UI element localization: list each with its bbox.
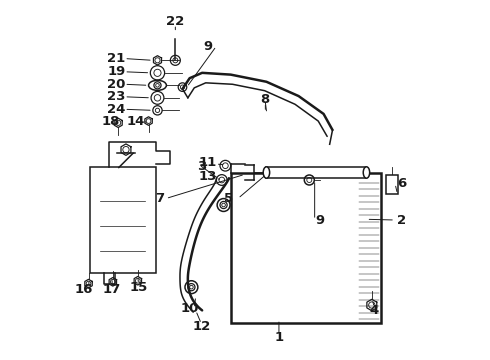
Text: 24: 24 (107, 103, 125, 116)
Ellipse shape (263, 167, 270, 178)
Text: 22: 22 (166, 14, 184, 27)
Bar (386, 175, 397, 194)
Text: 10: 10 (180, 302, 199, 315)
Text: 21: 21 (107, 52, 125, 65)
Text: 4: 4 (369, 304, 379, 317)
Text: 14: 14 (127, 114, 145, 127)
Text: 8: 8 (260, 93, 270, 106)
Bar (90, 167, 156, 273)
Text: 9: 9 (316, 213, 324, 226)
Text: 5: 5 (224, 192, 234, 205)
Text: 13: 13 (198, 170, 217, 183)
Text: 18: 18 (102, 114, 120, 127)
Text: 3: 3 (197, 160, 206, 173)
Text: 1: 1 (274, 332, 284, 345)
Text: 16: 16 (74, 283, 93, 296)
Bar (267, 167, 367, 178)
Text: 19: 19 (107, 65, 125, 78)
Text: 7: 7 (155, 192, 164, 205)
Bar (231, 173, 381, 323)
Text: 15: 15 (129, 281, 147, 294)
Ellipse shape (148, 80, 167, 90)
Text: 2: 2 (397, 213, 406, 226)
Text: 11: 11 (198, 156, 217, 168)
Text: 17: 17 (103, 283, 121, 296)
Ellipse shape (363, 167, 369, 178)
Text: 12: 12 (193, 320, 211, 333)
Text: 20: 20 (107, 78, 125, 91)
Text: 23: 23 (107, 90, 125, 103)
Text: 9: 9 (203, 40, 212, 53)
Text: 6: 6 (397, 177, 406, 190)
